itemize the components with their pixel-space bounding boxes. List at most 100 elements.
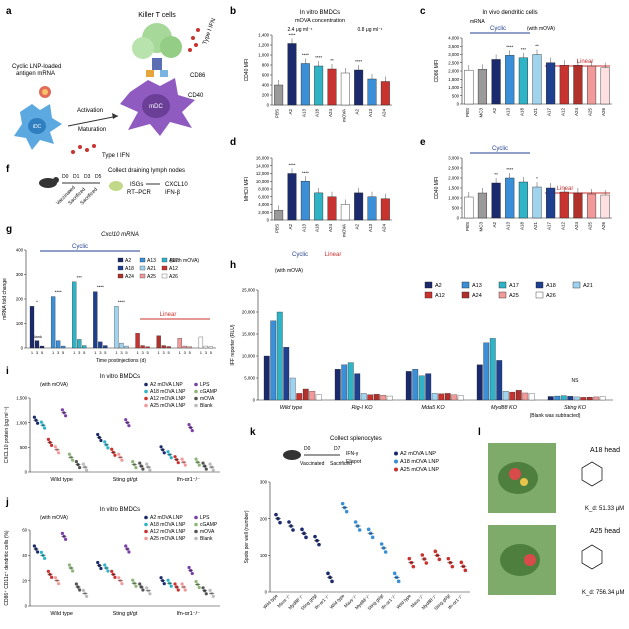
panel-d-chart: In vivo dendritic cells mRNA (with mOVA) Cy… <box>434 10 612 118</box>
significance-stars: ** <box>535 44 539 49</box>
a18-kd: K_d: 51.33 μM <box>585 506 624 512</box>
data-point <box>187 565 191 570</box>
x-tick-label: Sting gt/gt <box>113 477 138 483</box>
data-point <box>117 452 121 456</box>
bar-A18 <box>314 192 324 221</box>
day-label: 3 <box>205 350 208 355</box>
legend-marker <box>144 403 148 408</box>
data-point <box>411 564 416 569</box>
day-label: 1 <box>94 350 97 355</box>
x-tick-label: A21 <box>533 222 538 231</box>
x-tick-label: A24 <box>381 224 386 233</box>
y-axis-label: mRNA fold change <box>2 278 8 320</box>
bar-A25 <box>177 338 182 349</box>
panel-letter-j: j <box>5 497 9 508</box>
bar-A12 <box>438 393 445 401</box>
x-tick-label: Wild type <box>280 405 303 411</box>
bar-A24 <box>444 393 451 401</box>
data-point <box>201 586 205 590</box>
cargo-label: Cyclic LNP-loaded antigen mRNA <box>12 64 61 77</box>
data-point <box>64 414 68 418</box>
svg-text:D0: D0 <box>62 174 69 180</box>
bar-A18 <box>103 345 108 349</box>
legend-label: A24 <box>125 274 134 280</box>
significance-stars: ** <box>494 172 498 177</box>
x-tick-label: A13 <box>301 109 306 118</box>
y-tick-label: 10,000 <box>256 179 270 184</box>
chart-title: In vitro BMDCs <box>300 10 340 16</box>
legend-marker <box>394 467 398 472</box>
day-label: D7 <box>334 446 341 452</box>
panel-letter-l: l <box>478 427 481 438</box>
day-label: 1 <box>31 350 34 355</box>
legend-label: A25 <box>509 293 519 299</box>
legend-swatch <box>117 265 124 271</box>
data-point <box>46 569 51 573</box>
bar-A13 <box>554 395 561 401</box>
bar-A2 <box>263 355 270 401</box>
y-tick-label: 12,000 <box>256 171 270 176</box>
data-point <box>459 560 464 565</box>
y-tick-label: 400 <box>16 248 24 253</box>
legend-marker <box>144 389 148 394</box>
group-linear: Linear <box>557 186 574 192</box>
data-point <box>446 556 451 561</box>
y-axis-label: CXCL10 protein (pg ml⁻¹) <box>4 406 10 463</box>
data-point <box>344 509 349 514</box>
bar-A17 <box>546 187 556 219</box>
bar-A18 <box>93 291 98 349</box>
legend-label: A18 mOVA LNP <box>400 459 439 465</box>
legend-label: A12 <box>435 293 445 299</box>
bar-A24 <box>161 345 166 349</box>
day-label: 5 <box>210 350 213 355</box>
x-tick-label: A18 <box>315 224 320 233</box>
legend-label: A21 <box>583 283 593 289</box>
y-tick-label: 500 <box>452 93 460 98</box>
bar-A2 <box>405 371 412 401</box>
legend-marker <box>194 389 198 394</box>
data-point <box>300 527 304 532</box>
data-point <box>120 582 124 586</box>
legend-marker <box>144 522 148 527</box>
y-tick-label: 0 <box>21 346 24 351</box>
y-tick-label: 0 <box>265 590 268 595</box>
data-point <box>99 566 103 571</box>
data-point <box>326 571 330 576</box>
bar-A2 <box>39 345 45 349</box>
x-tick-label: mOVA <box>341 109 346 122</box>
legend-marker <box>194 403 198 408</box>
bar-A13 <box>60 345 66 349</box>
y-tick-label: 25,000 <box>242 288 256 293</box>
x-tick-label: A18 <box>315 109 320 118</box>
x-tick-label: Wild type <box>262 593 279 610</box>
x-tick-label: mOVA <box>341 224 346 237</box>
bar-A2 <box>34 340 40 349</box>
data-point <box>46 437 51 441</box>
y-tick-label: 8,000 <box>258 187 269 192</box>
data-point <box>433 549 438 554</box>
significance-stars: **** <box>97 285 104 290</box>
legend-marker <box>194 396 198 401</box>
data-point <box>162 582 166 586</box>
panel-c-chart: 0 2,000 4,000 6,000 8,000 10,000 12,000 14,000 1… <box>244 156 392 258</box>
a25-kd: K_d: 756.34 μM <box>582 590 624 596</box>
activation-arrow <box>67 115 119 127</box>
legend-label: mOVA <box>200 396 215 402</box>
day-label: 1 <box>73 350 76 355</box>
data-point <box>141 467 145 471</box>
bar-A26 <box>386 395 393 401</box>
panel-k-chart: Collect splenocytes D0 D7 Vaccinated Sacrifi… <box>244 436 470 611</box>
bar-A24 <box>302 388 309 401</box>
day-label: 5 <box>146 350 149 355</box>
y-tick-label: 1,200 <box>258 43 269 48</box>
x-tick-label: Wild type <box>50 477 73 483</box>
data-point <box>71 569 75 573</box>
rtpcr-label: RT–PCR <box>127 190 152 196</box>
x-tick-label: A13 <box>368 224 373 233</box>
x-tick-label: A13 <box>506 222 511 231</box>
legend-swatch <box>161 273 168 279</box>
bar-A17 <box>276 311 283 401</box>
significance-stars: **** <box>302 53 309 58</box>
chart-title: In vivo dendritic cells <box>482 10 537 16</box>
